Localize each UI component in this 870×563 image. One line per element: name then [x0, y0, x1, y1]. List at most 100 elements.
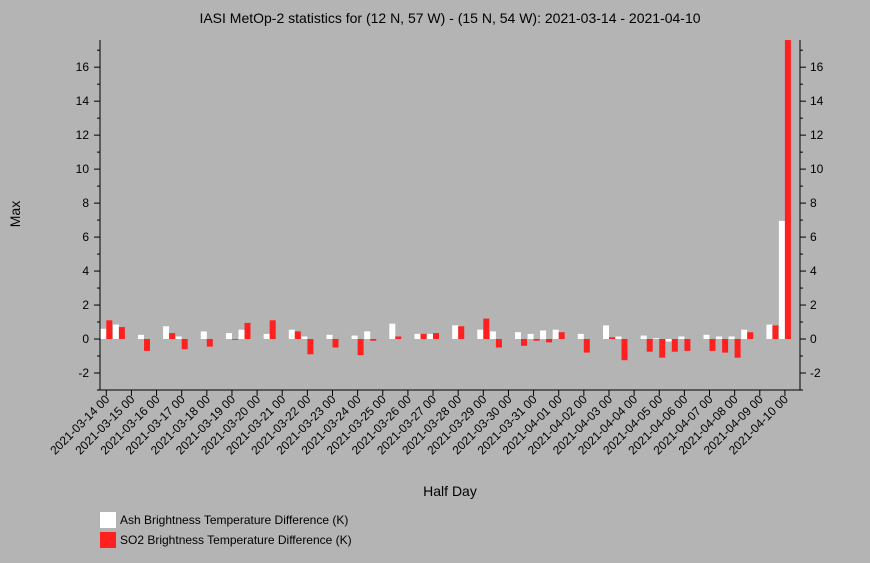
bar-ash: [477, 329, 484, 339]
y-tick-label-left: 8: [82, 196, 89, 210]
bar-ash: [665, 339, 672, 342]
bar-so2: [169, 333, 176, 339]
bar-so2: [621, 339, 628, 361]
bar-so2: [232, 339, 238, 340]
bar-so2: [357, 339, 364, 356]
bar-so2: [558, 332, 565, 339]
bar-so2: [332, 339, 339, 348]
legend: Ash Brightness Temperature Difference (K…: [100, 512, 352, 548]
bar-so2: [307, 339, 314, 355]
y-tick-label-right: 10: [810, 162, 824, 176]
bar-ash: [389, 323, 396, 339]
bar-ash: [615, 336, 622, 339]
y-tick-label-left: 0: [82, 332, 89, 346]
bar-so2: [370, 339, 377, 341]
bar-ash: [653, 338, 660, 339]
bar-so2: [395, 336, 402, 339]
bar-so2: [772, 325, 779, 339]
bar-ash: [100, 328, 107, 339]
bar-ash: [603, 325, 609, 339]
bar-so2: [734, 339, 741, 358]
bar-ash: [489, 331, 496, 339]
bar-ash: [728, 336, 735, 339]
bar-ash: [778, 220, 785, 339]
bar-ash: [527, 333, 534, 339]
bar-ash: [263, 333, 270, 339]
y-tick-label-right: 16: [810, 60, 824, 74]
legend-swatch-ash: [100, 512, 116, 528]
bar-so2: [483, 318, 490, 339]
bar-so2: [784, 40, 791, 339]
bar-ash: [364, 331, 371, 339]
bar-so2: [244, 322, 251, 339]
bar-ash: [678, 336, 685, 339]
bar-ash: [640, 335, 647, 339]
bar-ash: [540, 330, 547, 339]
bar-so2: [495, 339, 502, 348]
bar-so2: [546, 339, 553, 343]
bar-so2: [609, 337, 615, 339]
bar-so2: [206, 339, 213, 347]
y-tick-label-left: 12: [76, 128, 90, 142]
bar-ash: [414, 333, 421, 339]
y-tick-label-left: 2: [82, 298, 89, 312]
y-tick-label-right: 2: [810, 298, 817, 312]
bar-so2: [722, 339, 729, 353]
bar-so2: [269, 320, 276, 339]
bar-ash: [226, 333, 232, 339]
bar-so2: [533, 339, 540, 341]
y-tick-label-right: 4: [810, 264, 817, 278]
bar-ash: [163, 326, 170, 339]
legend-label-so2: SO2 Brightness Temperature Difference (K…: [120, 533, 352, 547]
bar-ash: [326, 334, 333, 339]
bar-ash: [238, 329, 245, 339]
bar-so2: [420, 333, 427, 339]
bar-so2: [118, 327, 125, 339]
bar-ash: [703, 334, 710, 339]
bar-ash: [112, 324, 119, 339]
legend-label-ash: Ash Brightness Temperature Difference (K…: [120, 513, 348, 527]
bar-so2: [458, 326, 465, 339]
bar-ash: [552, 329, 559, 339]
bar-so2: [659, 339, 666, 358]
y-tick-label-left: 14: [76, 94, 90, 108]
legend-swatch-so2: [100, 532, 116, 548]
y-tick-label-right: 8: [810, 196, 817, 210]
bar-ash: [427, 333, 433, 339]
y-tick-label-right: 14: [810, 94, 824, 108]
bar-ash: [741, 329, 748, 339]
y-tick-label-right: -2: [810, 366, 821, 380]
bar-ash: [200, 331, 207, 339]
bar-ash: [515, 332, 521, 339]
bars-group: [100, 40, 791, 361]
bar-so2: [433, 333, 439, 339]
x-axis-label: Half Day: [423, 483, 477, 499]
bar-so2: [671, 339, 678, 352]
bar-so2: [144, 339, 150, 351]
y-tick-label-left: 10: [76, 162, 90, 176]
bar-so2: [709, 339, 716, 351]
bar-ash: [301, 336, 308, 339]
bar-ash: [351, 335, 358, 339]
bar-so2: [106, 320, 113, 339]
bar-ash: [577, 333, 584, 339]
y-tick-label-right: 6: [810, 230, 817, 244]
bar-ash: [288, 329, 295, 339]
bar-so2: [583, 339, 590, 353]
y-tick-label-left: -2: [78, 366, 89, 380]
y-tick-label-right: 12: [810, 128, 824, 142]
bar-so2: [747, 332, 754, 339]
y-tick-label-right: 0: [810, 332, 817, 346]
bar-so2: [646, 339, 653, 352]
y-axis-label: Max: [7, 201, 23, 227]
bar-so2: [294, 331, 301, 339]
y-tick-label-left: 6: [82, 230, 89, 244]
bar-so2: [521, 339, 527, 346]
chart-title: IASI MetOp-2 statistics for (12 N, 57 W)…: [199, 10, 700, 26]
y-tick-label-left: 4: [82, 264, 89, 278]
bar-ash: [766, 324, 773, 339]
bar-ash: [452, 325, 459, 339]
bar-so2: [181, 339, 188, 350]
